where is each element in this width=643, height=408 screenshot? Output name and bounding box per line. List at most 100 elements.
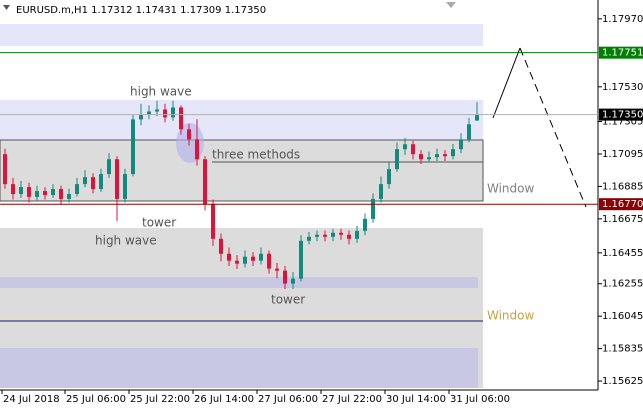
- price-label: 1.16770: [602, 199, 643, 210]
- projection: [446, 2, 587, 208]
- candle-body: [315, 234, 319, 237]
- y-tick-label: 1.16045: [602, 311, 643, 322]
- y-tick-label: 1.17530: [602, 82, 643, 93]
- candle-body: [243, 256, 247, 264]
- candle-body: [387, 169, 391, 185]
- candle-body: [203, 159, 207, 205]
- annotation: Window: [487, 309, 535, 323]
- candle-body: [451, 149, 455, 157]
- annotations: high wave three methods tower high wave …: [95, 85, 535, 323]
- candle-body: [11, 184, 15, 194]
- candle-body: [467, 124, 471, 140]
- title-icon: [3, 5, 10, 10]
- x-tick-label: 27 Jul 22:00: [322, 394, 382, 405]
- y-tick-label: 1.16455: [602, 248, 643, 259]
- zone: [0, 100, 483, 140]
- price-label-box: [599, 108, 643, 121]
- y-tick-label: 1.16255: [602, 279, 643, 290]
- projection-line: [492, 47, 521, 119]
- candle-body: [331, 232, 335, 237]
- candle-body: [299, 240, 303, 279]
- x-tick-label: 24 Jul 2018: [3, 394, 60, 405]
- plot: [3, 100, 479, 290]
- candle-body: [435, 154, 439, 158]
- candle-body: [35, 191, 39, 197]
- candle-body: [475, 114, 479, 121]
- candle-body: [59, 189, 63, 199]
- x-tick-label: 27 Jul 06:00: [258, 394, 318, 405]
- projection-line: [519, 47, 587, 208]
- annotation: three methods: [212, 148, 300, 162]
- annotation: tower: [142, 216, 176, 230]
- candle-body: [259, 253, 263, 261]
- candle-body: [43, 191, 47, 196]
- zone: [0, 348, 478, 388]
- zone: [0, 24, 483, 46]
- x-tick-label: 31 Jul 06:00: [450, 394, 510, 405]
- x-tick-label: 30 Jul 14:00: [386, 394, 446, 405]
- y-tick-label: 1.16885: [602, 181, 643, 192]
- y-tick-label: 1.16675: [602, 214, 643, 225]
- annotation: high wave: [95, 234, 157, 248]
- price-label-box: [599, 198, 643, 211]
- candle-body: [107, 159, 111, 175]
- candle-body: [75, 184, 79, 194]
- candle-body: [179, 107, 183, 130]
- y-tick-label: 1.17095: [602, 149, 643, 160]
- candle-body: [283, 270, 287, 284]
- candle-body: [3, 154, 7, 185]
- y-tick-label: 1.17305: [602, 117, 643, 128]
- candle-body: [91, 177, 95, 190]
- candle-body: [163, 109, 167, 118]
- candle-body: [427, 157, 431, 160]
- y-tick-label: 1.15835: [602, 344, 643, 355]
- annotation: Window: [487, 182, 535, 196]
- candle-body: [371, 198, 375, 219]
- candle-body: [131, 119, 135, 175]
- price-label: 1.17350: [602, 110, 643, 121]
- zones: [0, 24, 484, 388]
- candle-body: [307, 236, 311, 241]
- price-label-box: [599, 46, 643, 59]
- candle-body: [51, 189, 55, 196]
- candle-body: [267, 253, 271, 269]
- candle-body: [291, 278, 295, 284]
- candle-body: [323, 234, 327, 237]
- candle-body: [347, 234, 351, 239]
- candle-body: [19, 187, 23, 194]
- candle-body: [211, 204, 215, 239]
- candle-body: [411, 144, 415, 155]
- x-tick-label: 25 Jul 06:00: [66, 394, 126, 405]
- candle-body: [379, 184, 383, 199]
- candle-body: [339, 232, 343, 235]
- candle-body: [395, 149, 399, 170]
- candle-body: [147, 111, 151, 115]
- candle-body: [275, 268, 279, 271]
- candle-body: [83, 177, 87, 185]
- candle-body: [459, 139, 463, 150]
- candle-body: [155, 109, 159, 112]
- candle-body: [355, 230, 359, 239]
- candle-body: [443, 154, 447, 157]
- x-tick-label: 26 Jul 14:00: [194, 394, 254, 405]
- y-tick-label: 1.15625: [602, 376, 643, 387]
- candle-body: [363, 218, 367, 231]
- candle-body: [195, 139, 199, 160]
- candle-body: [115, 159, 119, 199]
- chart-title: EURUSD.m,H1 1.17312 1.17431 1.17309 1.17…: [16, 5, 266, 16]
- candle-body: [171, 107, 175, 118]
- annotation: high wave: [130, 85, 192, 99]
- candle-body: [419, 154, 423, 160]
- candle-body: [187, 129, 191, 140]
- candle-body: [219, 238, 223, 254]
- candle-body: [403, 144, 407, 150]
- x-tick-label: 25 Jul 22:00: [130, 394, 190, 405]
- candle-body: [251, 256, 255, 261]
- candle-body: [227, 253, 231, 261]
- candle-body: [139, 114, 143, 120]
- annotation: tower: [271, 293, 305, 307]
- zone: [0, 139, 484, 202]
- y-tick-label: 1.17970: [602, 14, 643, 25]
- candle-body: [67, 193, 71, 199]
